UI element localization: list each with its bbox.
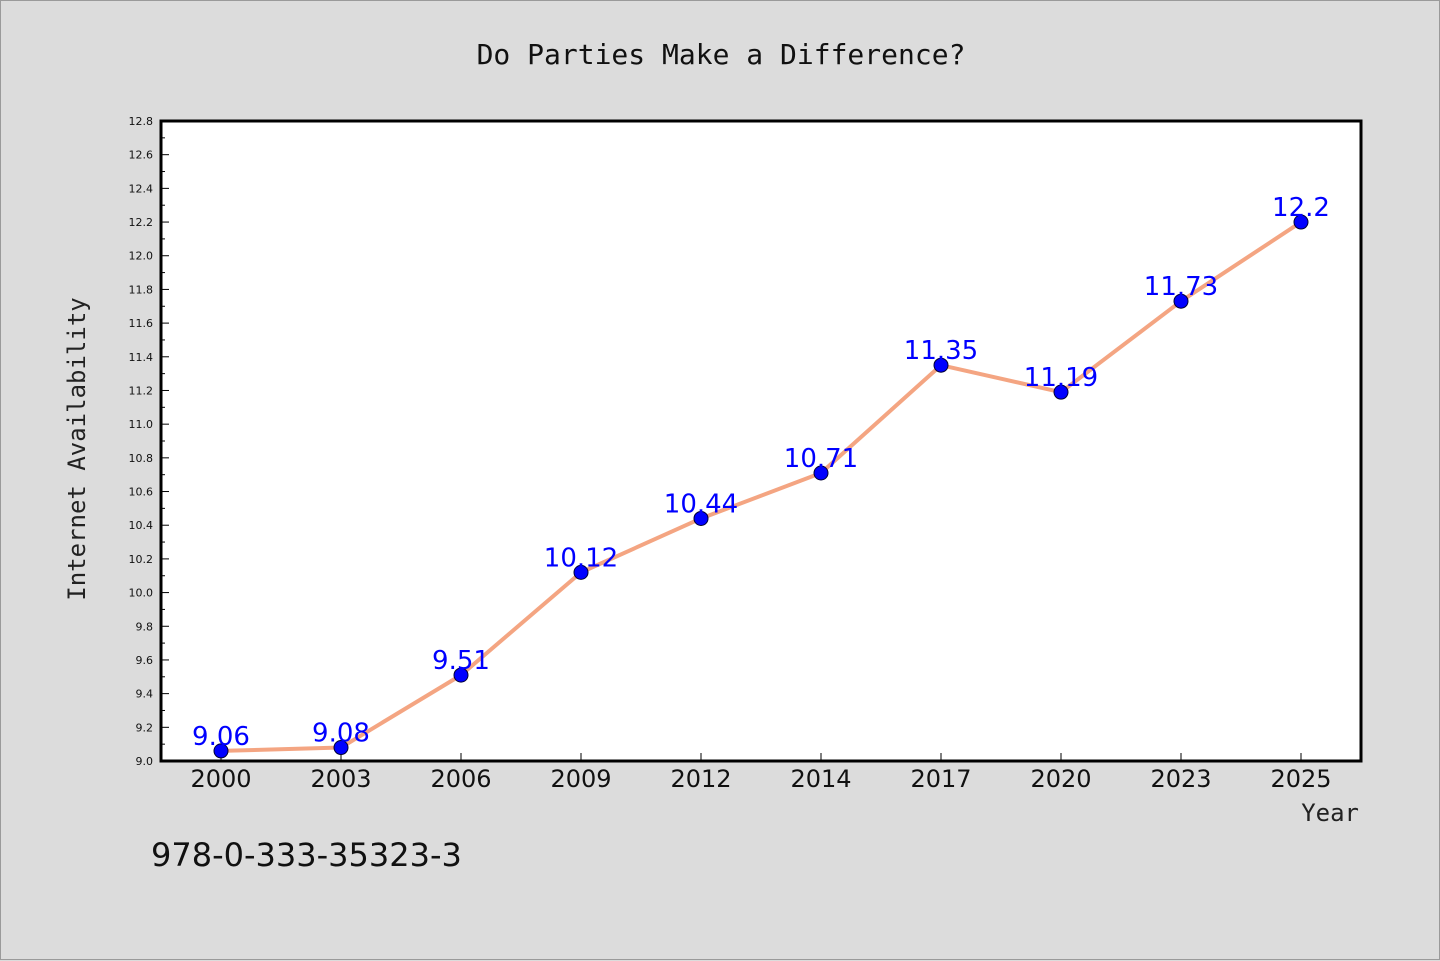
y-tick-label: 9.4 [136,688,154,701]
data-point [693,510,709,526]
y-tick-label: 12.4 [129,182,154,195]
x-tick-label: 2009 [550,765,611,793]
data-label: 11.73 [1144,272,1218,302]
y-tick-label: 12.0 [129,250,154,263]
series-line-group [219,220,1303,753]
data-label: 10.71 [784,444,858,474]
y-axis-title: Internet Availability [63,297,91,600]
y-axis: 9.0 9.2 9.4 9.6 9.8 10.0 10.2 10.4 10.6 10.8 11.0 1… [129,115,169,768]
y-tick-label: 10.4 [129,519,154,532]
x-tick-label: 2012 [670,765,731,793]
data-label: 9.51 [432,646,490,676]
x-tick-label: 2017 [910,765,971,793]
data-label: 9.06 [192,722,250,752]
data-labels: 9.06 9.08 9.51 10.12 10.44 10.71 11.35 11.19 11.… [192,193,1330,752]
y-tick-label: 11.0 [129,418,154,431]
y-tick-label: 12.8 [129,115,154,128]
x-tick-label: 2023 [1150,765,1211,793]
x-tick-label: 2003 [310,765,371,793]
x-axis-title: Year [1301,799,1359,827]
data-point [213,743,229,759]
x-tick-label: 2014 [790,765,851,793]
y-tick-label: 12.2 [129,216,154,229]
data-label: 10.12 [544,543,618,573]
y-tick-label: 12.6 [129,149,154,162]
data-point [573,564,589,580]
y-tick-label: 11.4 [129,351,154,364]
x-tick-label: 2020 [1030,765,1091,793]
y-tick-label: 11.6 [129,317,154,330]
data-point [1173,293,1189,309]
plot-area [159,119,1363,763]
y-tick-label: 11.2 [129,384,154,397]
data-point [1293,214,1309,230]
y-tick-label: 9.8 [136,620,154,633]
data-label: 12.2 [1272,193,1330,223]
data-point [933,357,949,373]
y-tick-label: 9.0 [136,755,154,768]
y-tick-label: 10.0 [129,587,154,600]
data-label: 10.44 [664,489,738,519]
data-label: 9.08 [312,719,370,749]
y-tick-label: 9.6 [136,654,154,667]
data-markers [213,214,1309,759]
y-tick-label: 9.2 [136,721,154,734]
data-label: 11.19 [1024,363,1098,393]
x-tick-label: 2000 [190,765,251,793]
y-tick-label: 10.6 [129,486,154,499]
data-point [453,667,469,683]
x-tick-label: 2006 [430,765,491,793]
x-axis: 2000 2003 2006 2009 2012 2014 2017 2020 2023 2025 [190,753,1332,793]
data-point [1053,384,1069,400]
chart-title: Do Parties Make a Difference? [477,38,966,71]
footer-code: 978-0-333-35323-3 [151,836,462,874]
data-point [333,740,349,756]
y-tick-label: 10.2 [129,553,154,566]
data-point [813,465,829,481]
series-line [219,220,1303,753]
y-tick-label: 11.8 [129,283,154,296]
x-tick-label: 2025 [1270,765,1331,793]
y-tick-label: 10.8 [129,452,154,465]
data-label: 11.35 [904,336,978,366]
